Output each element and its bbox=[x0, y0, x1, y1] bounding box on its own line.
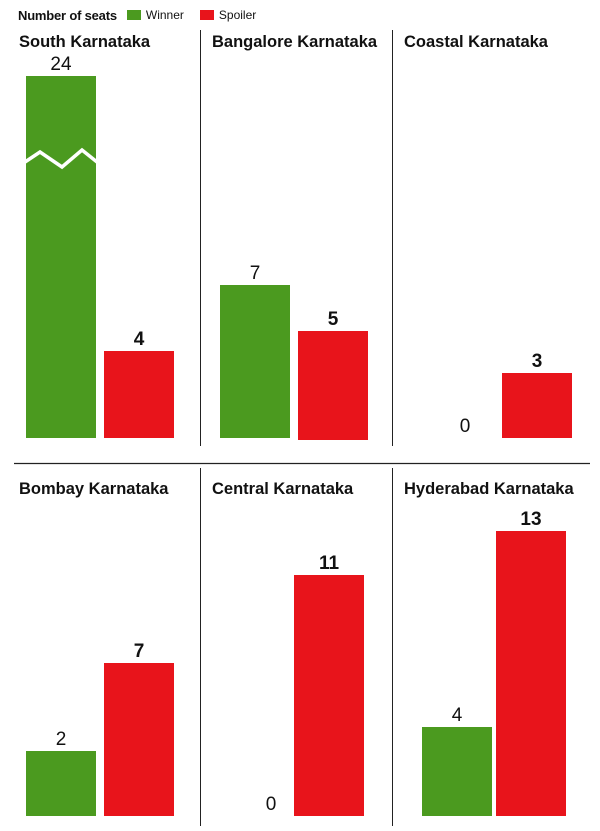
bar-spoiler bbox=[104, 663, 174, 816]
legend-title: Number of seats bbox=[18, 7, 117, 23]
panel-south-karnataka: South Karnataka 24 4 bbox=[19, 33, 174, 438]
bar-spoiler bbox=[502, 373, 572, 438]
panel-title: Bombay Karnataka bbox=[19, 480, 169, 498]
data-label-spoiler: 11 bbox=[319, 553, 340, 574]
panel-bangalore-karnataka: Bangalore Karnataka 7 5 bbox=[212, 33, 378, 440]
data-label-winner: 7 bbox=[250, 263, 261, 284]
data-label-spoiler: 7 bbox=[134, 641, 145, 662]
bar-winner bbox=[26, 76, 96, 438]
data-label-spoiler: 3 bbox=[532, 351, 543, 372]
panel-title: Coastal Karnataka bbox=[404, 33, 549, 51]
panel-central-karnataka: Central Karnataka 0 11 bbox=[212, 480, 364, 816]
data-label-winner: 4 bbox=[452, 705, 463, 726]
data-label-winner: 0 bbox=[460, 416, 471, 437]
panel-title: Hyderabad Karnataka bbox=[404, 480, 574, 498]
panel-bombay-karnataka: Bombay Karnataka 2 7 bbox=[19, 480, 174, 816]
data-label-winner: 24 bbox=[50, 54, 72, 75]
data-label-winner: 2 bbox=[56, 729, 67, 750]
legend-label-winner: Winner bbox=[145, 8, 184, 22]
legend: Number of seats Winner Spoiler bbox=[18, 4, 272, 26]
data-label-winner: 0 bbox=[266, 794, 277, 815]
bar-spoiler bbox=[294, 575, 364, 816]
panel-hyderabad-karnataka: Hyderabad Karnataka 4 13 bbox=[404, 480, 574, 816]
legend-swatch-winner bbox=[126, 10, 141, 20]
panel-dividers bbox=[14, 30, 590, 826]
bar-spoiler bbox=[104, 351, 174, 438]
panel-title: South Karnataka bbox=[19, 33, 151, 51]
data-label-spoiler: 13 bbox=[520, 509, 541, 530]
bar-winner bbox=[220, 285, 290, 438]
legend-label-spoiler: Spoiler bbox=[218, 8, 257, 22]
bar-spoiler bbox=[298, 331, 368, 440]
legend-swatch-spoiler bbox=[199, 10, 214, 20]
bar-spoiler bbox=[496, 531, 566, 816]
legend-item-winner: Winner bbox=[126, 8, 184, 22]
panel-title: Central Karnataka bbox=[212, 480, 354, 498]
bar-winner bbox=[422, 727, 492, 816]
panel-coastal-karnataka: Coastal Karnataka 0 3 bbox=[404, 33, 572, 438]
data-label-spoiler: 5 bbox=[328, 309, 339, 330]
legend-item-spoiler: Spoiler bbox=[199, 8, 257, 22]
bar-winner bbox=[26, 751, 96, 816]
data-label-spoiler: 4 bbox=[134, 329, 145, 350]
panel-title: Bangalore Karnataka bbox=[212, 33, 378, 51]
axis-break-mark bbox=[24, 147, 99, 170]
